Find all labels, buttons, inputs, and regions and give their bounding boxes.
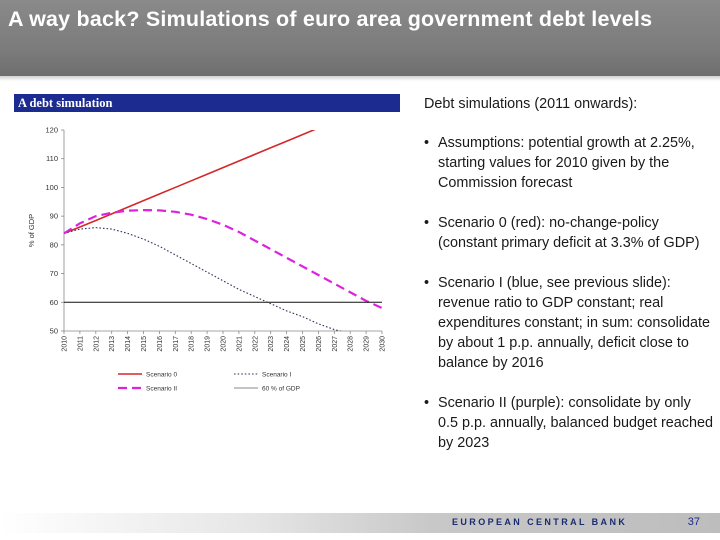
legend-entry: Scenario 0 [146, 371, 177, 378]
y-tick-label: 50 [50, 327, 58, 336]
chart-header: A debt simulation [14, 94, 400, 112]
bullet-item: • Scenario 0 (red): no-change-policy (con… [424, 213, 714, 253]
x-tick-label: 2029 [364, 336, 371, 352]
x-tick-label: 2018 [189, 336, 196, 352]
slide-title: A way back? Simulations of euro area gov… [8, 7, 653, 31]
bullet-item: • Scenario II (purple): consolidate by on… [424, 393, 714, 453]
bullet-glyph: • [424, 215, 430, 231]
debt-chart: A debt simulation 50 60 70 80 90 100 110 120 % o… [14, 94, 400, 404]
x-tick-label: 2014 [125, 336, 132, 352]
x-tick-label: 2021 [236, 336, 243, 352]
bullet-text: Assumptions: potential growth at 2.25%, … [438, 135, 695, 191]
x-tick-label: 2017 [173, 336, 180, 352]
x-tick-label: 2023 [268, 336, 275, 352]
legend-entry: 60 % of GDP [262, 385, 300, 392]
x-tick-label: 2016 [157, 336, 164, 352]
bullet-text: Scenario II (purple): consolidate by onl… [438, 395, 713, 451]
x-tick-label: 2026 [316, 336, 323, 352]
bullet-glyph: • [424, 275, 430, 291]
x-tick-label: 2025 [300, 336, 307, 352]
x-tick-label: 2015 [141, 336, 148, 352]
legend-entry: Scenario II [146, 385, 177, 392]
x-tick-label: 2030 [380, 336, 387, 352]
y-tick-label: 100 [45, 183, 58, 192]
x-tick-label: 2019 [205, 336, 212, 352]
y-tick-label: 110 [46, 154, 58, 163]
x-tick-label: 2013 [109, 336, 116, 352]
title-bar: A way back? Simulations of euro area gov… [0, 0, 720, 76]
x-tick-label: 2027 [332, 336, 339, 352]
legend-entry: Scenario I [262, 371, 291, 378]
y-tick-label: 60 [50, 298, 58, 307]
bullet-list: • Assumptions: potential growth at 2.25%,… [424, 133, 714, 453]
footer-bank-name: EUROPEAN CENTRAL BANK [452, 517, 628, 527]
intro-text: Debt simulations (2011 onwards): [424, 96, 638, 112]
x-tick-label: 2012 [93, 336, 100, 352]
y-tick-label: 120 [45, 126, 58, 135]
y-tick-label: 80 [50, 240, 58, 249]
chart-title: A debt simulation [18, 96, 113, 110]
bullet-text: Scenario 0 (red): no-change-policy (cons… [438, 215, 700, 251]
title-shadow [0, 76, 720, 81]
footer: EUROPEAN CENTRAL BANK 37 [0, 513, 720, 533]
page-number: 37 [687, 516, 700, 528]
bullet-text: Scenario I (blue, see previous slide): r… [438, 275, 710, 371]
series-line-0 [63, 130, 316, 235]
x-tick-label: 2020 [221, 336, 228, 352]
bullet-glyph: • [424, 135, 430, 151]
series-line-1 [63, 227, 342, 331]
bullet-glyph: • [424, 395, 430, 411]
y-axis-label: % of GDP [27, 214, 36, 247]
bullet-item: • Scenario I (blue, see previous slide): … [424, 273, 714, 373]
chart-plot: 50 60 70 80 90 100 110 120 % of GDP 2010 2011 2012 2… [27, 126, 387, 393]
x-tick-label: 2011 [77, 336, 84, 351]
x-tick-label: 2010 [62, 336, 69, 352]
x-tick-label: 2022 [252, 336, 259, 352]
x-tick-label: 2024 [284, 336, 291, 352]
text-panel: Debt simulations (2011 onwards): • Assump… [424, 94, 714, 473]
y-tick-label: 70 [50, 269, 58, 278]
bullet-item: • Assumptions: potential growth at 2.25%,… [424, 133, 714, 193]
series-line-2 [63, 209, 383, 310]
x-tick-label: 2028 [348, 336, 355, 352]
y-tick-label: 90 [50, 212, 58, 221]
